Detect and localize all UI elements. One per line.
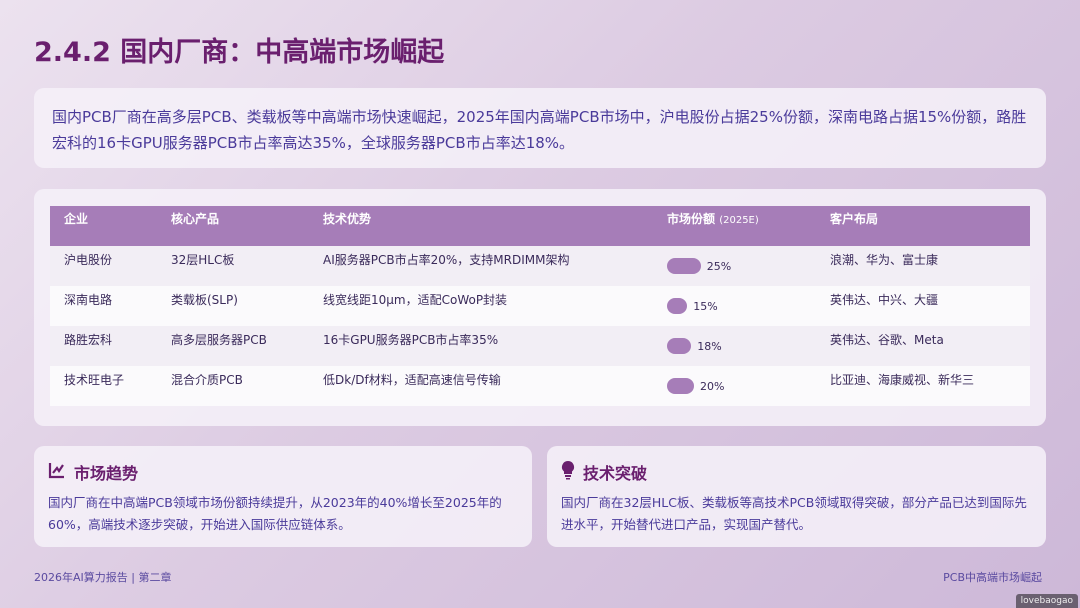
cell-share: 15% <box>653 286 816 326</box>
intro-text: 国内PCB厂商在高多层PCB、类载板等中高端市场快速崛起，2025年国内高端PC… <box>52 108 1027 152</box>
trend-text: 国内厂商在中高端PCB领域市场份额持续提升，从2023年的40%增长至2025年… <box>48 495 502 532</box>
cell-company: 深南电路 <box>50 286 157 326</box>
table-row: 沪电股份 32层HLC板 AI服务器PCB市占率20%，支持MRDIMM架构 2… <box>50 246 1030 286</box>
footer-right: PCB中高端市场崛起 <box>943 571 1042 584</box>
trend-card: 市场趋势 国内厂商在中高端PCB领域市场份额持续提升，从2023年的40%增长至… <box>34 446 532 547</box>
share-bar <box>667 378 694 394</box>
cell-company: 路胜宏科 <box>50 326 157 366</box>
header-tech: 技术优势 <box>309 206 653 246</box>
share-bar <box>667 258 701 274</box>
cell-tech: AI服务器PCB市占率20%，支持MRDIMM架构 <box>309 246 653 286</box>
cell-company: 技术旺电子 <box>50 366 157 406</box>
header-product: 核心产品 <box>157 206 309 246</box>
header-clients: 客户布局 <box>816 206 1030 246</box>
share-bar <box>667 338 692 354</box>
cell-tech: 低Dk/Df材料，适配高速信号传输 <box>309 366 653 406</box>
page-title: 2.4.2 国内厂商：中高端市场崛起 <box>34 37 445 68</box>
breakthrough-title: 技术突破 <box>583 464 648 483</box>
header-company: 企业 <box>50 206 157 246</box>
table-card: 企业 核心产品 技术优势 市场份额 (2025E) 客户布局 沪电股份 32层H… <box>34 189 1046 426</box>
intro-card: 国内PCB厂商在高多层PCB、类载板等中高端市场快速崛起，2025年国内高端PC… <box>34 88 1046 168</box>
cell-clients: 比亚迪、海康威视、新华三 <box>816 366 1030 406</box>
cell-product: 32层HLC板 <box>157 246 309 286</box>
cell-clients: 英伟达、谷歌、Meta <box>816 326 1030 366</box>
header-share: 市场份额 (2025E) <box>653 206 816 246</box>
share-label: 20% <box>700 379 725 393</box>
footer-left: 2026年AI算力报告 | 第二章 <box>34 571 172 584</box>
company-table: 企业 核心产品 技术优势 市场份额 (2025E) 客户布局 沪电股份 32层H… <box>50 206 1030 406</box>
share-label: 15% <box>693 299 718 313</box>
cell-clients: 浪潮、华为、富士康 <box>816 246 1030 286</box>
share-label: 18% <box>697 339 722 353</box>
cell-company: 沪电股份 <box>50 246 157 286</box>
table-row: 路胜宏科 高多层服务器PCB 16卡GPU服务器PCB市占率35% 18% 英伟… <box>50 326 1030 366</box>
watermark: lovebaogao <box>1015 594 1078 608</box>
line-chart-icon <box>48 461 66 483</box>
trend-title: 市场趋势 <box>74 464 139 483</box>
breakthrough-text: 国内厂商在32层HLC板、类载板等高技术PCB领域取得突破，部分产品已达到国际先… <box>561 495 1027 532</box>
cell-share: 20% <box>653 366 816 406</box>
lightbulb-icon <box>561 460 575 484</box>
table-row: 深南电路 类载板(SLP) 线宽线距10μm，适配CoWoP封装 15% 英伟达… <box>50 286 1030 326</box>
table-row: 技术旺电子 混合介质PCB 低Dk/Df材料，适配高速信号传输 20% 比亚迪、… <box>50 366 1030 406</box>
cell-clients: 英伟达、中兴、大疆 <box>816 286 1030 326</box>
breakthrough-card: 技术突破 国内厂商在32层HLC板、类载板等高技术PCB领域取得突破，部分产品已… <box>547 446 1046 547</box>
share-label: 25% <box>706 259 732 273</box>
cell-tech: 16卡GPU服务器PCB市占率35% <box>309 326 653 366</box>
cell-share: 25% <box>653 246 816 286</box>
cell-tech: 线宽线距10μm，适配CoWoP封装 <box>309 286 653 326</box>
cell-share: 18% <box>653 326 816 366</box>
share-bar <box>667 298 688 314</box>
cell-product: 混合介质PCB <box>157 366 309 406</box>
cell-product: 高多层服务器PCB <box>157 326 309 366</box>
cell-product: 类载板(SLP) <box>157 286 309 326</box>
